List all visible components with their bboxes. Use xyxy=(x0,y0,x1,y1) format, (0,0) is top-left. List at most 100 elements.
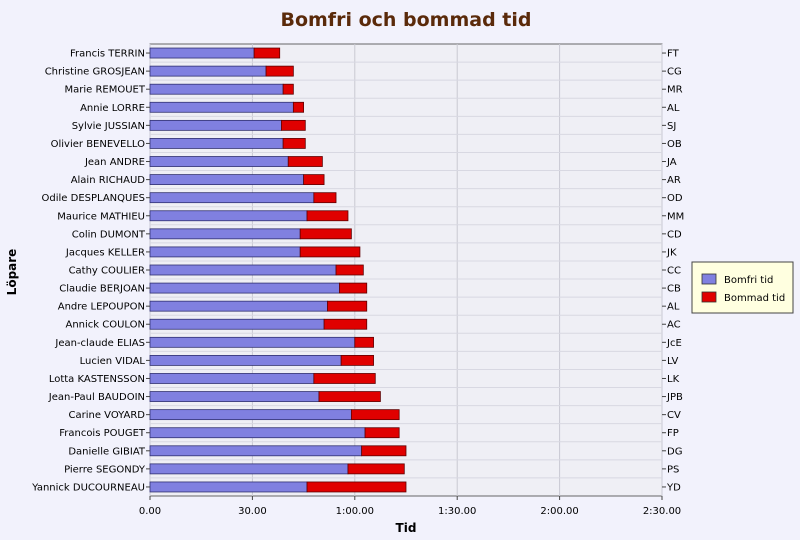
bar-bomfri-tid xyxy=(149,174,305,186)
y-tick-label-right: MR xyxy=(667,85,683,96)
bar-bommad-tid xyxy=(335,264,364,276)
y-tick-label: Jean-claude ELIAS xyxy=(54,338,145,349)
bar-bomfri-tid xyxy=(149,192,315,204)
y-tick-label: Pierre SEGONDY xyxy=(64,464,146,475)
y-tick-label: Jacques KELLER xyxy=(65,247,145,258)
y-tick-label-right: OB xyxy=(667,139,682,150)
y-tick-label-right: DG xyxy=(667,446,682,457)
bar-bommad-tid xyxy=(361,445,407,457)
y-tick-label: Francis TERRIN xyxy=(70,49,145,60)
x-tick-label: 2:30.00 xyxy=(643,506,681,517)
y-tick-label-right: AR xyxy=(667,175,681,186)
y-tick-label-right: AC xyxy=(667,320,681,331)
bar-bommad-tid xyxy=(299,228,352,240)
y-tick-label-right: LV xyxy=(667,356,678,367)
bar-bomfri-tid xyxy=(149,463,349,475)
x-axis-label: Tid xyxy=(396,521,417,535)
bar-bommad-tid xyxy=(303,174,325,186)
bar-bommad-tid xyxy=(306,210,349,222)
bar-bomfri-tid xyxy=(149,228,301,240)
y-tick-label: Jean-Paul BAUDOIN xyxy=(48,392,145,403)
y-tick-label: Odile DESPLANQUES xyxy=(42,193,145,204)
bar-bommad-tid xyxy=(282,83,294,95)
y-tick-label-right: JcE xyxy=(666,338,682,349)
x-tick-label: 1:00.00 xyxy=(336,506,374,517)
bar-bommad-tid xyxy=(347,463,405,475)
bar-bommad-tid xyxy=(281,119,306,131)
y-tick-label-right: JA xyxy=(666,157,677,168)
y-tick-label-right: FT xyxy=(667,49,680,60)
y-tick-label: Annie LORRE xyxy=(80,103,145,114)
bar-bomfri-tid xyxy=(149,264,337,276)
y-tick-label: Marie REMOUET xyxy=(65,85,146,96)
bar-bomfri-tid xyxy=(149,47,255,59)
x-tick-label: 30.00 xyxy=(238,506,267,517)
y-axis-label: Löpare xyxy=(5,249,19,296)
y-tick-label-right: FP xyxy=(667,428,679,439)
y-tick-label-right: LK xyxy=(667,374,680,385)
y-tick-label-right: AL xyxy=(667,103,680,114)
chart-title: Bomfri och bommad tid xyxy=(280,9,531,31)
y-tick-label-right: YD xyxy=(666,482,681,493)
bar-bommad-tid xyxy=(364,427,400,439)
bar-bommad-tid xyxy=(287,156,323,167)
bar-bomfri-tid xyxy=(149,481,308,493)
bar-bomfri-tid xyxy=(149,409,352,421)
bar-bommad-tid xyxy=(340,354,374,366)
bar-bomfri-tid xyxy=(149,391,320,402)
y-tick-label-right: CC xyxy=(667,266,681,277)
bar-bomfri-tid xyxy=(149,300,328,312)
legend-swatch xyxy=(701,273,717,285)
y-tick-label-right: MM xyxy=(667,211,684,222)
y-tick-label: Carine VOYARD xyxy=(69,410,146,421)
y-tick-label-right: OD xyxy=(667,193,683,204)
y-tick-label: Olivier BENEVELLO xyxy=(51,139,145,150)
bar-bomfri-tid xyxy=(149,65,267,77)
y-tick-label: Andre LEPOUPON xyxy=(58,302,145,313)
bar-bomfri-tid xyxy=(149,318,325,330)
bar-bommad-tid xyxy=(350,409,400,421)
chart-legend: Bomfri tid Bommad tid xyxy=(691,261,794,314)
y-tick-label-right: CV xyxy=(667,410,681,421)
bar-bommad-tid xyxy=(323,318,368,330)
y-tick-label: Lucien VIDAL xyxy=(80,356,146,367)
bar-bommad-tid xyxy=(318,391,381,402)
bar-bomfri-tid xyxy=(149,336,356,348)
bar-bomfri-tid xyxy=(149,282,340,294)
y-tick-label: Alain RICHAUD xyxy=(71,175,146,186)
bar-bommad-tid xyxy=(299,246,361,258)
legend-swatch xyxy=(701,291,717,303)
x-tick-label: 1:30.00 xyxy=(438,506,476,517)
bar-bommad-tid xyxy=(253,47,281,59)
y-tick-label: Annick COULON xyxy=(65,320,145,331)
bar-bommad-tid xyxy=(292,101,304,113)
bar-bomfri-tid xyxy=(149,427,366,439)
bar-bommad-tid xyxy=(306,481,407,493)
bar-bomfri-tid xyxy=(149,156,289,167)
bar-bomfri-tid xyxy=(149,83,284,95)
y-tick-label: Christine GROSJEAN xyxy=(45,67,145,78)
bar-bommad-tid xyxy=(265,65,294,77)
y-tick-label-right: AL xyxy=(667,302,680,313)
y-tick-label: Danielle GIBIAT xyxy=(68,446,146,457)
y-tick-label: Sylvie JUSSIAN xyxy=(72,121,145,132)
y-tick-label-right: SJ xyxy=(667,121,676,132)
bar-bomfri-tid xyxy=(149,354,342,366)
y-tick-label: Francois POUGET xyxy=(59,428,146,439)
bar-bomfri-tid xyxy=(149,445,363,457)
bar-bomfri-tid xyxy=(149,373,315,384)
y-tick-label-right: PS xyxy=(667,464,679,475)
bar-bomfri-tid xyxy=(149,138,284,149)
bar-bommad-tid xyxy=(339,282,368,294)
y-tick-label-right: CB xyxy=(667,284,681,295)
bar-bomfri-tid xyxy=(149,119,282,131)
legend-label: Bomfri tid xyxy=(724,275,773,286)
y-tick-label: Jean ANDRE xyxy=(84,157,145,168)
y-tick-label: Colin DUMONT xyxy=(72,229,146,240)
bar-bommad-tid xyxy=(313,192,337,204)
bar-bomfri-tid xyxy=(149,210,308,222)
y-tick-label-right: JPB xyxy=(666,392,683,403)
bar-bommad-tid xyxy=(282,138,306,149)
